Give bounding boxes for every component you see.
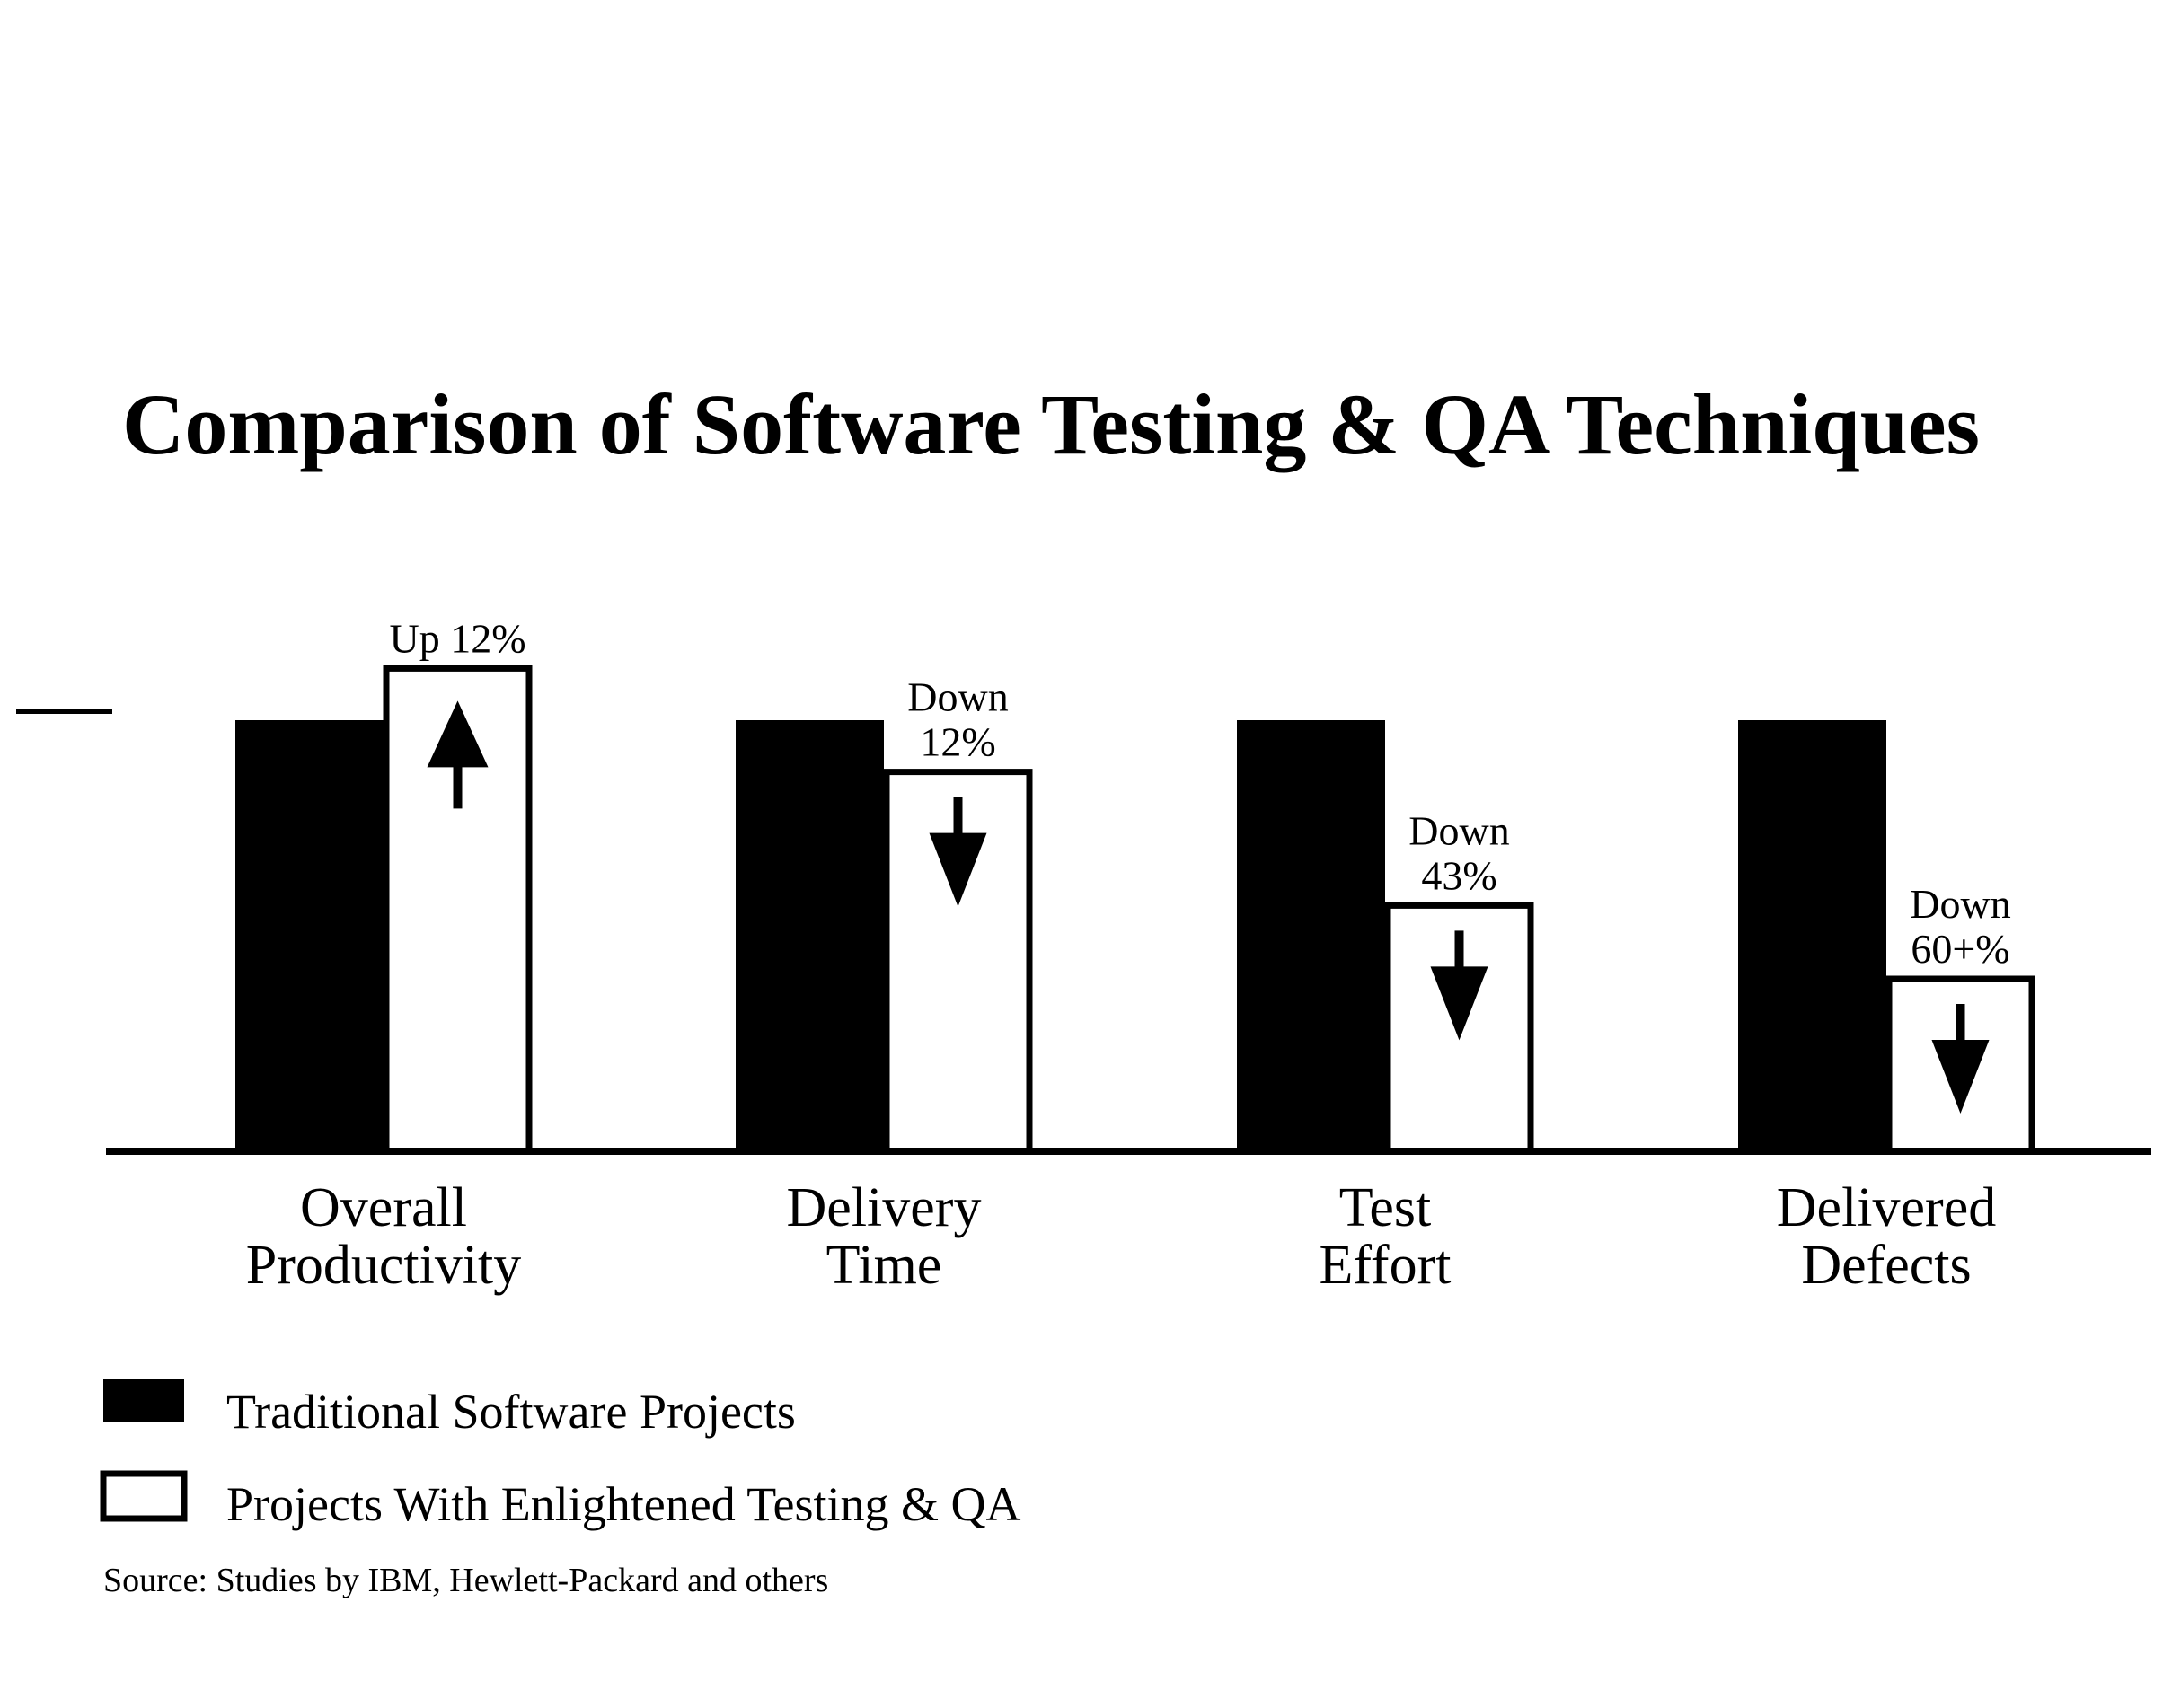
annotation-test-effort-line-1: 43% bbox=[1421, 852, 1496, 898]
annotation-delivery-time-line-1: 12% bbox=[920, 719, 995, 765]
arrows-layer bbox=[427, 700, 1990, 1114]
arrow-down-icon-delivery-time bbox=[929, 797, 987, 907]
category-label-delivered-defects-line-1: Defects bbox=[1801, 1235, 1971, 1296]
source-note: Source: Studies by IBM, Hewlett-Packard … bbox=[103, 1562, 828, 1599]
annotation-overall-productivity-line-0: Up 12% bbox=[389, 615, 525, 661]
category-label-test-effort-line-0: Test bbox=[1339, 1177, 1431, 1238]
legend-swatch-enlightened bbox=[100, 1470, 188, 1522]
category-label-delivered-defects-line-0: Delivered bbox=[1777, 1177, 1996, 1238]
bar-traditional-delivery-time bbox=[736, 720, 884, 1151]
annotation-test-effort-line-0: Down bbox=[1408, 807, 1509, 853]
bar-traditional-delivered-defects bbox=[1738, 720, 1886, 1151]
bars-layer bbox=[235, 665, 2035, 1155]
legend-swatch-traditional bbox=[103, 1379, 184, 1422]
category-label-test-effort-line-1: Effort bbox=[1320, 1235, 1452, 1296]
chart-title: Comparison of Software Testing & QA Tech… bbox=[122, 376, 1980, 472]
annotation-delivered-defects-line-1: 60+% bbox=[1911, 926, 2009, 972]
category-label-delivery-time-line-1: Time bbox=[826, 1235, 942, 1296]
legend: Traditional Software Projects Projects W… bbox=[100, 1379, 1020, 1531]
legend-label-enlightened: Projects With Enlightened Testing & QA bbox=[226, 1477, 1020, 1531]
category-label-delivery-time-line-0: Delivery bbox=[787, 1177, 982, 1238]
annotation-delivery-time-line-0: Down bbox=[907, 674, 1008, 720]
arrow-down-icon-test-effort bbox=[1430, 930, 1488, 1041]
category-label-overall-productivity-line-0: Overall bbox=[300, 1177, 467, 1238]
bar-traditional-test-effort bbox=[1237, 720, 1385, 1151]
arrow-down-icon-delivered-defects bbox=[1931, 1004, 1990, 1114]
bar-traditional-overall-productivity bbox=[235, 720, 384, 1151]
arrow-up-icon-overall-productivity bbox=[427, 700, 489, 809]
legend-label-traditional: Traditional Software Projects bbox=[226, 1385, 796, 1439]
category-label-overall-productivity-line-1: Productivity bbox=[246, 1235, 522, 1296]
annotation-delivered-defects-line-0: Down bbox=[1910, 881, 2010, 927]
